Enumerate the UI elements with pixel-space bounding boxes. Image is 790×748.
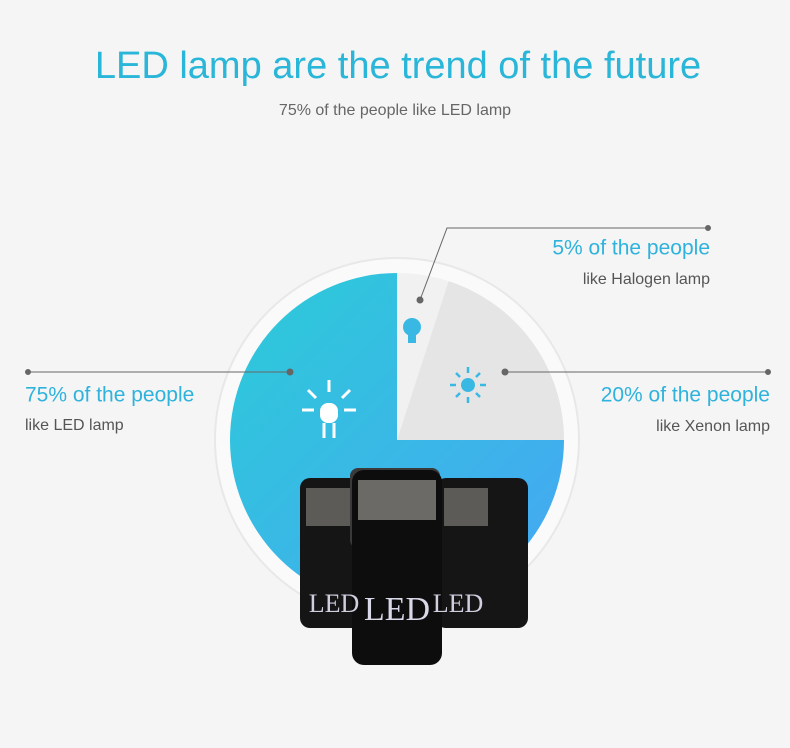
xenon-icon	[450, 367, 486, 403]
svg-text:LED: LED	[309, 589, 360, 618]
leaders	[25, 225, 771, 376]
pie-slice	[397, 281, 564, 440]
svg-text:LED: LED	[433, 589, 484, 618]
chart-subtitle: 75% of the people like LED lamp	[279, 102, 511, 119]
product: LED LED LED	[300, 468, 528, 665]
pie-slice	[397, 273, 449, 440]
led-icon	[302, 380, 356, 438]
halogen-icon	[403, 318, 421, 343]
category-label: like LED lamp	[25, 417, 124, 434]
category-label: like Xenon lamp	[656, 418, 770, 435]
value-label: 20% of the people	[601, 384, 770, 407]
category-label: like Halogen lamp	[583, 271, 710, 288]
value-label: 75% of the people	[25, 384, 194, 407]
labels: 75% of the people like LED lamp 5% of the …	[25, 237, 770, 436]
svg-text:LED: LED	[364, 591, 430, 628]
chart-title: LED lamp are the trend of the future	[95, 45, 701, 87]
value-label: 5% of the people	[552, 237, 710, 260]
